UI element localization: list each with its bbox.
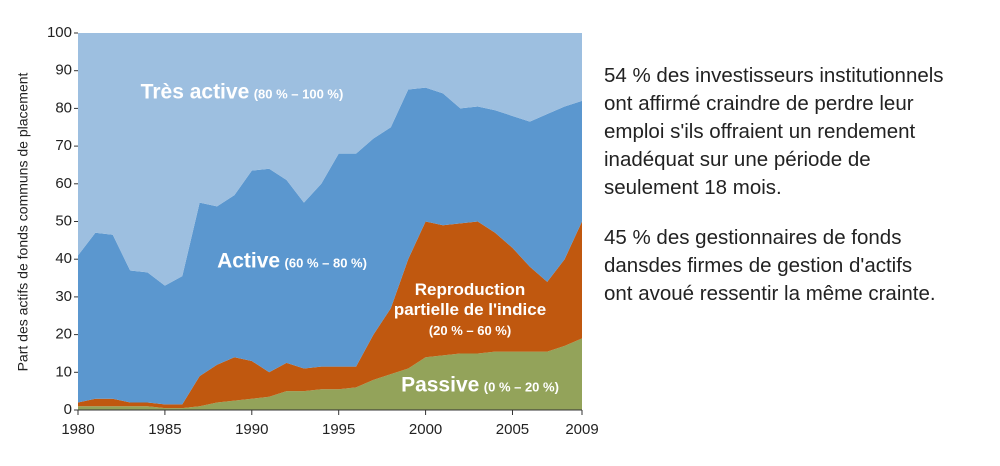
series-range: (60 % – 80 %) <box>284 255 367 271</box>
series-label: Très active (80 % – 100 %) <box>141 79 344 104</box>
y-tick-label: 40 <box>55 250 72 267</box>
text-line: 54 % des investisseurs institutionnels <box>604 64 944 87</box>
y-tick-label: 90 <box>55 62 72 79</box>
text-line: ont avoué ressentir la même crainte. <box>604 282 936 305</box>
series-range: (0 % – 20 %) <box>483 379 559 395</box>
y-tick-label: 0 <box>64 401 72 418</box>
y-tick-label: 10 <box>55 363 72 380</box>
text-line: seulement 18 mois. <box>604 176 782 199</box>
notes: 54 % des investisseurs institutionnels on… <box>604 62 996 330</box>
text-line: emploi s'ils offraient un rendement <box>604 120 916 143</box>
paragraph: 45 % des gestionnaires de fonds dansdes f… <box>604 224 996 308</box>
x-tick-label: 1990 <box>235 421 268 438</box>
area <box>78 87 582 405</box>
y-axis-label: Part des actifs de fonds communs de plac… <box>15 72 31 371</box>
series-name: Active <box>217 249 281 273</box>
text-line: inadéquat sur une période de <box>604 148 871 171</box>
series-label: Passive (0 % – 20 %) <box>401 372 559 397</box>
series-range: (80 % – 100 %) <box>253 86 344 102</box>
text-line: 45 % des gestionnaires de fonds <box>604 226 902 249</box>
series-name: Très active <box>140 80 250 104</box>
y-tick-label: 80 <box>55 99 72 116</box>
y-tick-label: 60 <box>55 175 72 192</box>
x-tick-label: 2000 <box>409 421 442 438</box>
series-label: Active (60 % – 80 %) <box>217 248 367 273</box>
x-tick-label: 1980 <box>61 421 94 438</box>
x-tick-label: 2005 <box>496 421 529 438</box>
y-tick-label: 70 <box>55 137 72 154</box>
area <box>78 338 582 410</box>
text-line: dansdes firmes de gestion d'actifs <box>604 254 913 277</box>
series-range: (20 % – 60 %) <box>428 322 512 338</box>
y-tick-label: 30 <box>55 288 72 305</box>
series-name: Passive <box>401 373 480 397</box>
series-label: Reproduction partielle de l'indice (20 %… <box>385 280 555 340</box>
y-tick-label: 50 <box>55 212 72 229</box>
series-name: Reproduction partielle de l'indice <box>393 280 547 320</box>
x-tick-label: 1985 <box>148 421 181 438</box>
area <box>78 221 582 409</box>
x-tick-label: 2009 <box>565 421 598 438</box>
x-tick-label: 1995 <box>322 421 355 438</box>
paragraph: 54 % des investisseurs institutionnels on… <box>604 62 996 202</box>
y-tick-label: 20 <box>55 326 72 343</box>
y-tick-label: 100 <box>47 24 72 41</box>
area <box>78 33 582 286</box>
text-line: ont affirmé craindre de perdre leur <box>604 92 914 115</box>
